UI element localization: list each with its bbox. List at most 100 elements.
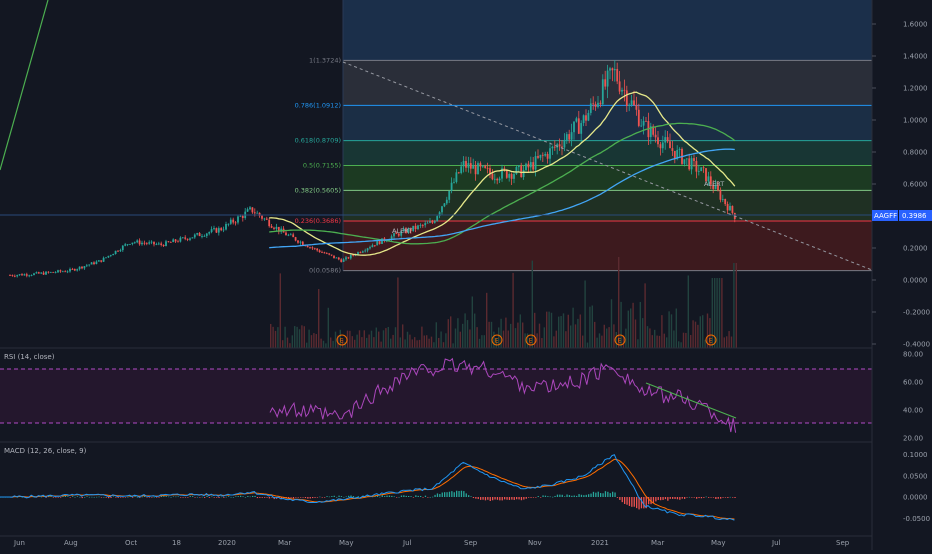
- macd-hist-bar: [292, 497, 295, 499]
- macd-hist-bar: [667, 497, 669, 501]
- earnings-marker[interactable]: [705, 334, 717, 346]
- fib-retracement[interactable]: 1(1.3724) 0.786(1.0912) 0.618(0.8709) 0.5(0…: [295, 0, 872, 275]
- macd-hist-bar: [103, 496, 105, 498]
- candle-body: [155, 244, 158, 245]
- earnings-marker[interactable]: [525, 334, 537, 346]
- candle-body: [457, 172, 460, 174]
- trend-line-dashed[interactable]: [342, 61, 873, 271]
- macd-hist-bar: [386, 495, 388, 497]
- rsi-title[interactable]: RSI (14, close): [4, 353, 55, 361]
- candle-body: [623, 89, 626, 91]
- macd-hist-bar: [446, 492, 448, 497]
- candle-body: [395, 233, 398, 235]
- fib-level-label: 0(0.0586): [309, 267, 341, 275]
- candle-body: [503, 168, 506, 170]
- volume-bar: [337, 335, 339, 348]
- macd-hist-bar: [468, 495, 470, 497]
- volume-bar: [459, 331, 461, 348]
- candle-body: [196, 233, 199, 235]
- macd-hist-bar: [698, 497, 700, 499]
- candle-body: [352, 254, 355, 256]
- volume-bar: [565, 331, 567, 348]
- macd-hist-bar: [153, 496, 155, 498]
- time-axis-ticks[interactable]: Jun Aug Oct 18 2020 Mar May Jul Sep Nov 2021 Mar May…: [13, 539, 850, 547]
- volume-bar: [421, 326, 423, 348]
- macd-hist-bar: [612, 491, 614, 497]
- volume-bar: [399, 337, 401, 348]
- candle-body: [337, 257, 340, 260]
- fib-zone-top: [343, 0, 872, 61]
- last-price-tag[interactable]: AAGFF 0.3986: [872, 210, 932, 221]
- volume-bar: [678, 341, 680, 348]
- macd-hist-bar: [624, 497, 626, 504]
- macd-hist-bar: [189, 496, 191, 497]
- volume-bar: [418, 339, 421, 348]
- rsi-trendline[interactable]: [645, 382, 737, 419]
- earnings-marker[interactable]: [614, 334, 626, 346]
- trend-lines[interactable]: [0, 0, 873, 271]
- candle-body: [184, 237, 187, 239]
- candle-body: [462, 161, 465, 167]
- candle-body: [637, 109, 640, 126]
- macd-title[interactable]: MACD (12, 26, close, 9): [4, 447, 87, 455]
- candle-body: [455, 172, 458, 182]
- candle-body: [493, 178, 496, 180]
- volume-bar: [270, 323, 272, 348]
- time-axis-tick: Jul: [402, 539, 412, 547]
- macd-hist-bar: [244, 496, 247, 498]
- candle-body: [54, 272, 57, 274]
- candle-body: [105, 257, 107, 259]
- macd-hist-bar: [501, 497, 503, 501]
- macd-hist-bar: [388, 495, 391, 497]
- macd-hist-bar: [252, 495, 254, 497]
- candle-body: [719, 190, 722, 200]
- macd-hist-bar: [720, 497, 722, 499]
- time-axis-tick: Aug: [64, 539, 78, 547]
- volume-bar: [327, 307, 329, 348]
- macd-hist-bar: [352, 496, 355, 497]
- fib-zone: [343, 165, 872, 191]
- macd-hist-bar: [552, 496, 554, 498]
- macd-hist-bar: [691, 497, 693, 498]
- volume-bar: [375, 327, 377, 348]
- candle-body: [73, 268, 76, 271]
- candle-body: [594, 104, 597, 107]
- earnings-marker[interactable]: [491, 334, 503, 346]
- macd-hist-bar: [115, 497, 117, 498]
- volume-bar: [351, 336, 353, 348]
- trend-line-green[interactable]: [0, 0, 49, 171]
- macd-hist-bar: [463, 491, 465, 497]
- macd-hist-bar: [633, 497, 635, 507]
- macd-hist-bar: [571, 495, 573, 497]
- macd-hist-bar: [638, 497, 640, 510]
- macd-hist-bar: [300, 497, 302, 498]
- macd-axis-tick: 0.0500: [903, 472, 928, 480]
- ma-long: [269, 148, 735, 249]
- candle-body: [124, 244, 127, 246]
- rsi-band-fill: [0, 369, 872, 423]
- price-tag: [899, 210, 932, 221]
- macd-hist-bar: [134, 496, 136, 497]
- volume-bar: [716, 278, 718, 348]
- earnings-marker[interactable]: [336, 334, 348, 346]
- candle-body: [198, 233, 201, 237]
- volume-bar: [591, 305, 593, 348]
- candle-body: [285, 232, 287, 236]
- macd-hist-bar: [237, 496, 239, 497]
- candle-body: [443, 203, 446, 207]
- candle-body: [553, 146, 556, 148]
- candle-body: [582, 115, 585, 124]
- macd-hist-bar: [132, 497, 134, 498]
- macd-hist-bar: [93, 496, 95, 498]
- candle-body: [472, 165, 475, 169]
- price-axis[interactable]: [872, 0, 932, 550]
- volume-bar: [728, 331, 730, 348]
- candle-body: [628, 104, 631, 106]
- candle-body: [328, 253, 331, 255]
- macd-hist-bar: [672, 497, 674, 499]
- candle-body: [580, 123, 583, 134]
- macd-hist-bar: [717, 497, 719, 499]
